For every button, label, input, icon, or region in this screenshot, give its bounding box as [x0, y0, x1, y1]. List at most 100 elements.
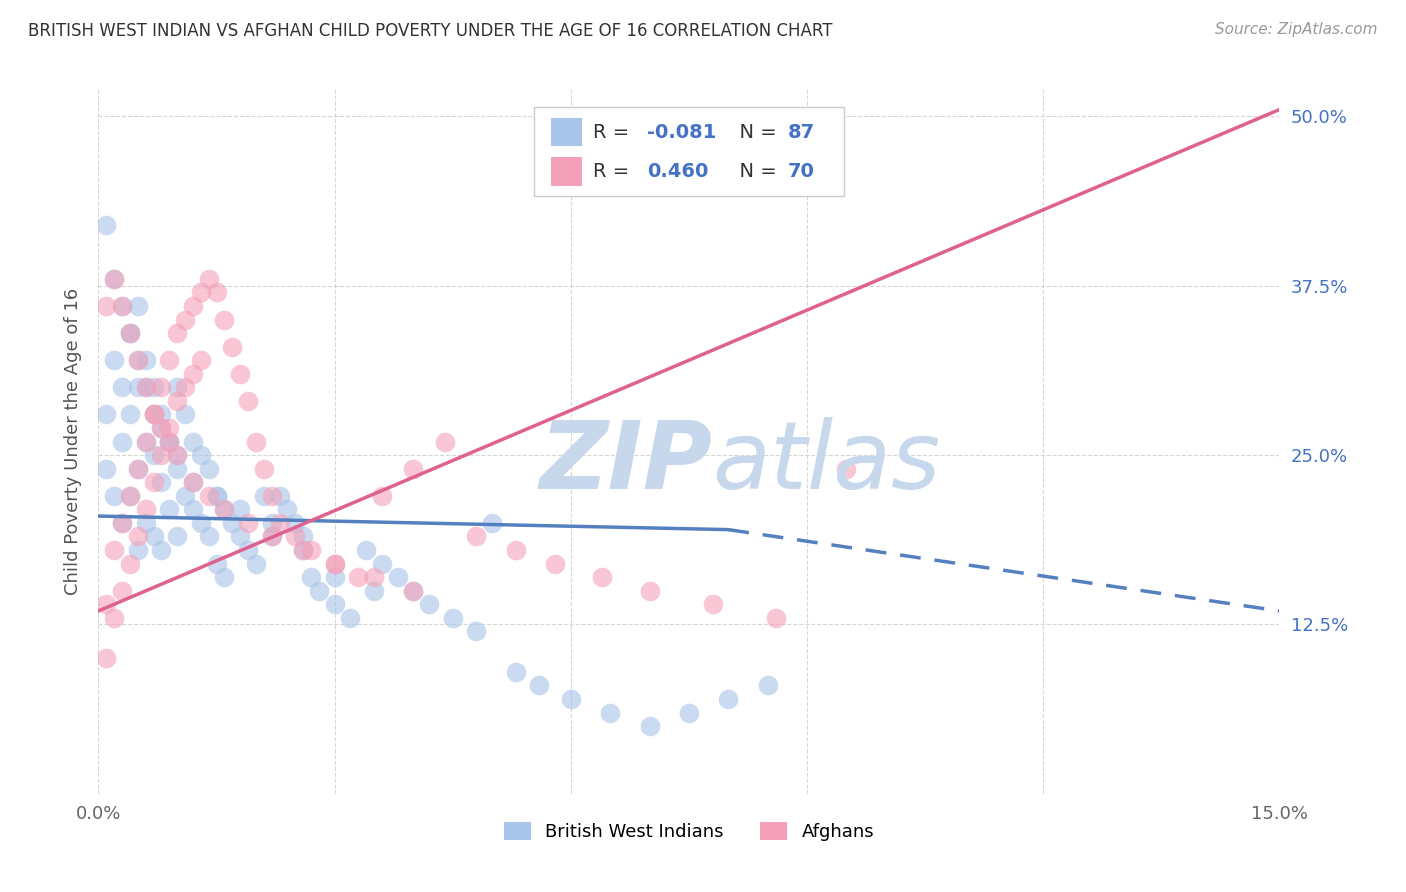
Point [236, 543, 259, 558]
Point [323, 597, 346, 611]
Point [142, 475, 165, 490]
Point [157, 434, 180, 449]
Point [150, 380, 173, 394]
Point [299, 543, 322, 558]
Y-axis label: Child Poverty Under the Age of 16: Child Poverty Under the Age of 16 [63, 288, 82, 595]
Point [253, 461, 276, 475]
Point [323, 557, 346, 571]
Point [135, 434, 157, 449]
Point [150, 543, 173, 558]
Point [214, 502, 236, 516]
Point [197, 272, 219, 286]
Point [236, 516, 259, 530]
Point [111, 516, 134, 530]
Point [96, 651, 118, 665]
Point [505, 543, 527, 558]
Point [127, 529, 149, 543]
Point [174, 408, 197, 422]
Point [150, 475, 173, 490]
Point [142, 408, 165, 422]
Point [260, 529, 283, 543]
Point [260, 489, 283, 503]
Point [284, 529, 307, 543]
Point [269, 516, 291, 530]
Point [229, 529, 252, 543]
Point [150, 421, 173, 435]
Point [197, 461, 219, 475]
Point [221, 516, 243, 530]
Point [190, 516, 212, 530]
Point [150, 448, 173, 462]
Point [157, 421, 180, 435]
Point [190, 448, 212, 462]
Text: Source: ZipAtlas.com: Source: ZipAtlas.com [1215, 22, 1378, 37]
Text: N =: N = [727, 122, 783, 142]
Point [111, 299, 134, 313]
Point [96, 461, 118, 475]
Point [638, 719, 661, 733]
Point [214, 312, 236, 326]
Point [292, 543, 315, 558]
Point [174, 380, 197, 394]
Point [166, 326, 188, 340]
Point [269, 489, 291, 503]
Point [111, 516, 134, 530]
Point [157, 353, 180, 368]
Point [111, 583, 134, 598]
Point [205, 557, 228, 571]
Text: R =: R = [593, 161, 636, 181]
Point [197, 489, 219, 503]
Point [118, 326, 141, 340]
Point [103, 543, 125, 558]
Text: -0.081: -0.081 [647, 122, 716, 142]
Point [678, 706, 700, 720]
Point [127, 461, 149, 475]
Point [103, 489, 125, 503]
Point [702, 597, 724, 611]
Point [245, 557, 267, 571]
Point [260, 516, 283, 530]
Point [756, 678, 779, 692]
Point [181, 502, 204, 516]
Point [347, 570, 370, 584]
Point [174, 312, 197, 326]
Point [103, 272, 125, 286]
Point [717, 692, 740, 706]
Point [103, 272, 125, 286]
Text: 87: 87 [787, 122, 814, 142]
Point [135, 502, 157, 516]
Point [638, 583, 661, 598]
Point [505, 665, 527, 679]
Point [292, 529, 315, 543]
Point [181, 434, 204, 449]
Point [402, 461, 425, 475]
Point [157, 434, 180, 449]
Point [96, 299, 118, 313]
Point [363, 570, 385, 584]
Point [118, 489, 141, 503]
Point [371, 489, 394, 503]
Point [205, 489, 228, 503]
Point [433, 434, 456, 449]
Point [299, 570, 322, 584]
Point [591, 570, 613, 584]
Point [363, 583, 385, 598]
Point [142, 408, 165, 422]
Text: N =: N = [727, 161, 783, 181]
Text: 70: 70 [787, 161, 814, 181]
Point [441, 610, 464, 624]
Point [166, 380, 188, 394]
Point [465, 529, 488, 543]
Point [221, 340, 243, 354]
Point [197, 529, 219, 543]
Point [292, 543, 315, 558]
Point [111, 380, 134, 394]
Point [323, 570, 346, 584]
Point [481, 516, 503, 530]
Point [339, 610, 361, 624]
Point [260, 529, 283, 543]
Point [142, 380, 165, 394]
Point [284, 516, 307, 530]
Text: BRITISH WEST INDIAN VS AFGHAN CHILD POVERTY UNDER THE AGE OF 16 CORRELATION CHAR: BRITISH WEST INDIAN VS AFGHAN CHILD POVE… [28, 22, 832, 40]
Point [135, 353, 157, 368]
